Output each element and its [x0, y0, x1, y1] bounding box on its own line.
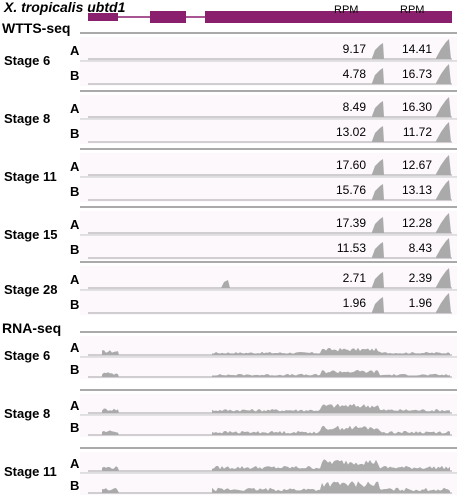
rpm-value: 11.72 [402, 125, 432, 139]
wtts-track-bg [80, 95, 457, 119]
rpm-value: 13.02 [335, 125, 366, 139]
wtts-peak [372, 126, 384, 142]
rnaseq-coverage [212, 370, 450, 377]
rpm-value: 13.13 [401, 183, 432, 197]
gene-title: X. tropicalis ubtd1 [4, 0, 126, 15]
wtts-stage-label: Stage 8 [4, 111, 51, 126]
rnaseq-section-label: RNA-seq [2, 320, 62, 336]
wtts-peak [372, 184, 384, 200]
wtts-peak [436, 39, 451, 59]
rnaseq-coverage [212, 481, 450, 493]
replicate-label: A [70, 272, 80, 287]
replicate-label: B [70, 297, 80, 312]
wtts-peak [372, 272, 384, 288]
wtts-stage-label: Stage 6 [4, 53, 51, 68]
rpm-value: 9.17 [342, 42, 366, 56]
wtts-peak [436, 238, 451, 258]
rpm-value: 2.39 [408, 271, 432, 285]
wtts-track-bg [80, 266, 457, 290]
replicate-label: A [70, 456, 80, 471]
wtts-peak [372, 43, 384, 59]
wtts-peak [436, 293, 451, 313]
rpm-value: 17.60 [335, 158, 366, 172]
rpm-value: 1.96 [342, 296, 366, 310]
replicate-label: B [70, 126, 80, 141]
rnaseq-coverage [102, 408, 119, 413]
rpm-value: 2.71 [342, 271, 366, 285]
wtts-track-bg [80, 120, 457, 144]
rpm-value: 4.78 [342, 67, 366, 81]
rnaseq-stage-label: Stage 8 [4, 406, 51, 421]
rpm-value: 12.67 [401, 158, 432, 172]
wtts-track-bg [80, 291, 457, 315]
gene-model-exon-2 [205, 11, 452, 23]
rpm-value: 17.39 [335, 216, 366, 230]
wtts-section-label: WTTS-seq [2, 20, 71, 36]
rpm-value: 11.53 [336, 241, 366, 255]
replicate-label: B [70, 68, 80, 83]
wtts-peak [372, 68, 384, 84]
wtts-track-bg [80, 153, 457, 177]
rnaseq-stage-label: Stage 6 [4, 348, 51, 363]
rpm-header-2: RPM [400, 4, 425, 16]
wtts-track-bg [80, 62, 457, 86]
rnaseq-coverage [102, 430, 119, 435]
wtts-peak [436, 180, 451, 200]
rpm-value: 14.41 [401, 42, 432, 56]
rpm-value: 8.49 [342, 100, 366, 114]
wtts-track-bg [80, 37, 457, 61]
gene-model-exon-1 [150, 11, 186, 23]
rpm-value: 16.30 [401, 100, 432, 114]
rnaseq-coverage [102, 488, 119, 493]
rnaseq-coverage [102, 466, 119, 471]
wtts-peak [436, 122, 451, 142]
rnaseq-stage-label: Stage 11 [4, 464, 57, 479]
replicate-label: A [70, 398, 80, 413]
rpm-header-1: RPM [334, 4, 359, 16]
rnaseq-coverage [102, 350, 119, 355]
wtts-peak [372, 297, 384, 313]
rnaseq-coverage [212, 459, 450, 471]
wtts-track-bg [80, 236, 457, 260]
replicate-label: A [70, 217, 80, 232]
rpm-value: 12.28 [401, 216, 432, 230]
replicate-label: A [70, 101, 80, 116]
wtts-track-bg [80, 211, 457, 235]
wtts-peak [436, 97, 451, 117]
wtts-peak [372, 217, 384, 233]
replicate-label: B [70, 362, 80, 377]
wtts-peak [436, 155, 451, 175]
rpm-value: 16.73 [401, 67, 432, 81]
rpm-value: 1.96 [408, 296, 432, 310]
replicate-label: B [70, 242, 80, 257]
rpm-value: 8.43 [408, 241, 432, 255]
wtts-stage-label: Stage 28 [4, 282, 58, 297]
wtts-peak [436, 268, 451, 288]
replicate-label: B [70, 478, 80, 493]
wtts-peak [372, 159, 384, 175]
replicate-label: B [70, 184, 80, 199]
wtts-minor-peak [221, 280, 230, 288]
wtts-track-bg [80, 178, 457, 202]
replicate-label: A [70, 340, 80, 355]
rnaseq-coverage [212, 403, 450, 413]
rnaseq-coverage [212, 425, 450, 435]
wtts-peak [436, 213, 451, 233]
replicate-label: A [70, 43, 80, 58]
wtts-peak [372, 242, 384, 258]
rnaseq-coverage [102, 372, 119, 377]
wtts-stage-label: Stage 15 [4, 227, 58, 242]
replicate-label: A [70, 159, 80, 174]
rnaseq-coverage [212, 347, 450, 355]
wtts-peak [436, 64, 451, 84]
wtts-stage-label: Stage 11 [4, 169, 57, 184]
replicate-label: B [70, 420, 80, 435]
wtts-peak [372, 101, 384, 117]
rpm-value: 15.76 [335, 183, 366, 197]
gene-model-exon-utr [88, 13, 118, 21]
